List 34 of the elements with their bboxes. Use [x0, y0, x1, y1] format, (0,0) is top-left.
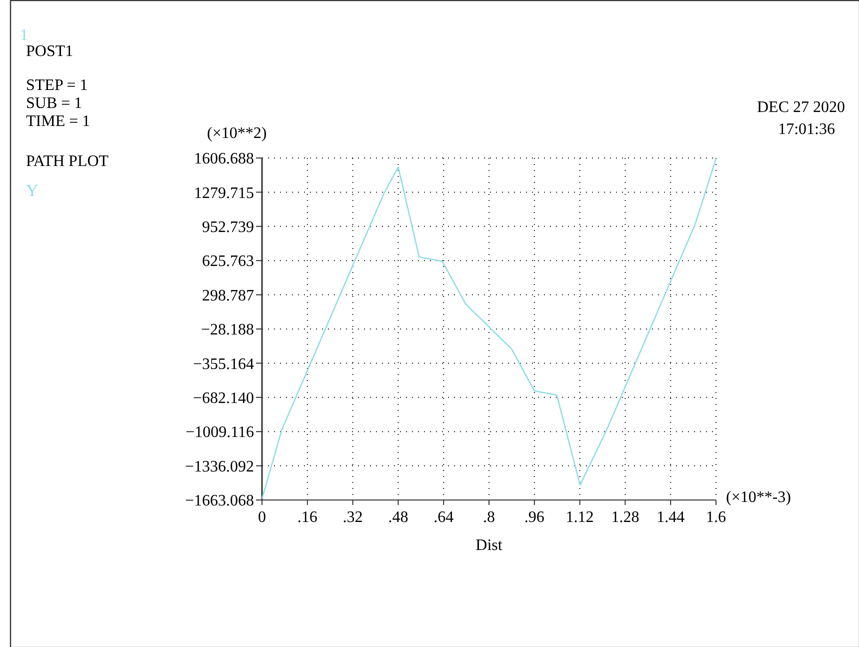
x-tick-label: .32 [342, 509, 363, 526]
x-tick-label: .48 [388, 509, 408, 526]
y-tick-label: −1336.092 [184, 458, 254, 476]
y-tick-label: 1606.688 [194, 150, 254, 168]
x-tick-label: 0 [258, 509, 266, 526]
text: 17:01:36 [778, 121, 835, 138]
text: 1 [20, 27, 28, 44]
y-tick-label: 625.763 [202, 253, 254, 270]
x-axis-title: Dist [476, 537, 503, 554]
text: POST1 [26, 43, 74, 60]
x-tick-label: 1.28 [611, 509, 640, 526]
y-tick-label: −28.188 [200, 322, 254, 339]
text: (×10**-3) [726, 489, 792, 506]
x-tick-label: .16 [297, 509, 318, 526]
x-tick-label: .64 [434, 509, 454, 526]
x-tick-label: .8 [483, 509, 495, 526]
y-tick-label: −682.140 [192, 390, 254, 407]
y-tick-label: −1663.068 [184, 492, 254, 510]
y-tick-label: 952.739 [202, 219, 254, 236]
y-tick-label: −355.164 [192, 356, 254, 373]
x-tick-label: 1.6 [706, 509, 726, 526]
x-tick-label: .96 [524, 509, 544, 526]
text: PATH PLOT [26, 153, 109, 170]
x-tick-label: 1.44 [656, 509, 685, 526]
text: DEC 27 2020 [757, 99, 845, 116]
text: TIME = 1 [26, 113, 90, 130]
text: SUB = 1 [26, 95, 82, 112]
x-tick-label: 1.12 [566, 509, 594, 526]
y-tick-label: −1009.116 [186, 424, 254, 442]
y-tick-label: 1279.715 [194, 184, 254, 202]
y-axis-title: (×10**2) [207, 125, 267, 142]
y-tick-label: 298.787 [202, 287, 254, 304]
text: Y [26, 181, 38, 200]
text: STEP = 1 [26, 77, 88, 94]
